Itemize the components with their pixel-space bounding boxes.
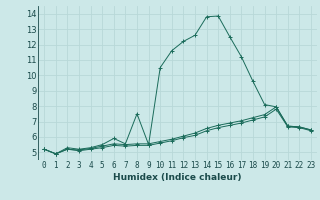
X-axis label: Humidex (Indice chaleur): Humidex (Indice chaleur) [113, 173, 242, 182]
